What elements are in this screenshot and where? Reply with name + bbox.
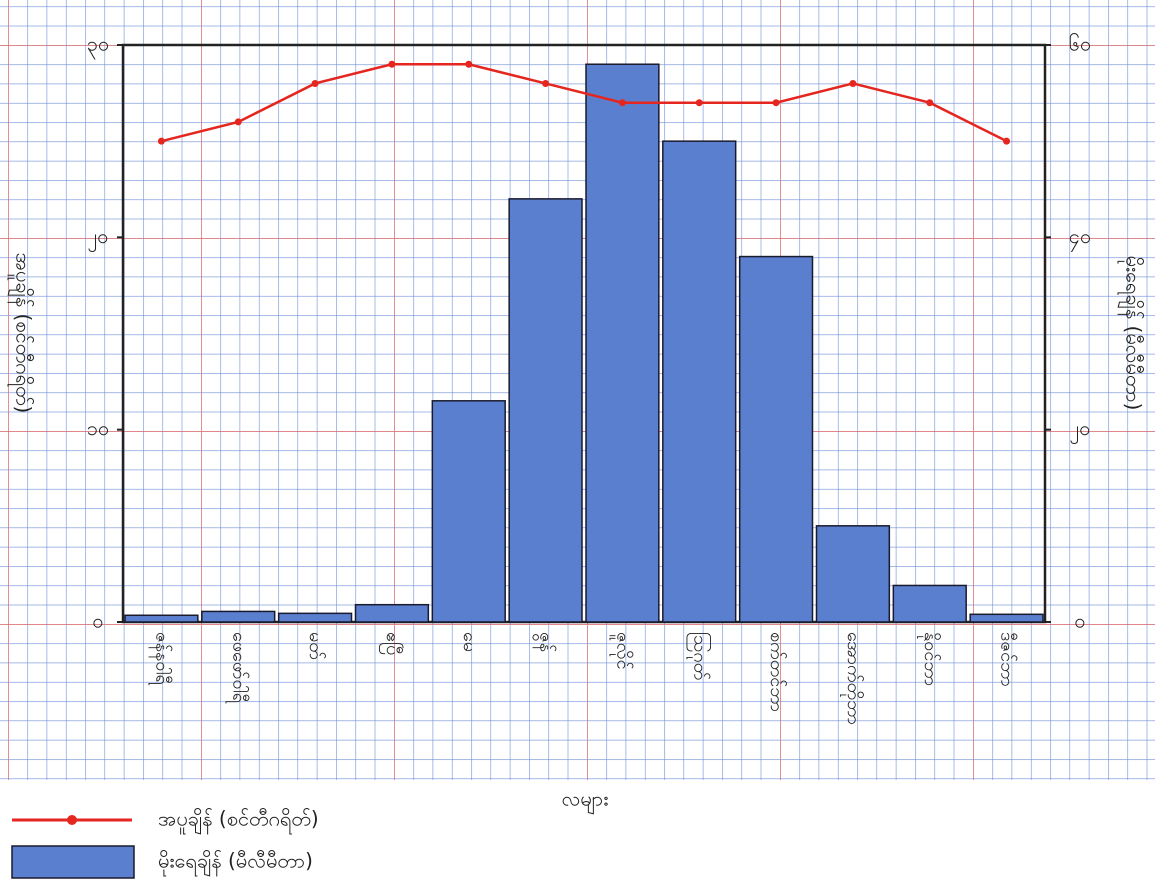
x-tick-label: အောက်တိုဘာ — [840, 632, 864, 725]
y-axis-title: အပူချိန် (စင်တီဂရိတ်) — [8, 253, 36, 414]
temperature-point — [542, 79, 550, 87]
bar — [815, 525, 891, 623]
temperature-point — [695, 99, 703, 107]
temperature-point — [465, 60, 473, 68]
bar — [201, 610, 276, 623]
bar — [124, 614, 199, 623]
bar — [662, 140, 737, 623]
bar — [277, 612, 353, 623]
y2-tick-label: ၀ — [1074, 609, 1085, 633]
x-tick-label: စက်တင်ဘာ — [766, 632, 787, 712]
x-tick-label: မတ် — [305, 632, 326, 660]
y2-tick-label: ၄၀ — [1069, 224, 1092, 252]
legend-marker — [67, 815, 77, 825]
x-tick-label: နိုဝင်ဘာ — [917, 632, 941, 686]
temperature-point — [157, 137, 165, 145]
bar — [508, 198, 583, 623]
temperature-point — [234, 118, 242, 126]
y-tick-label: ၃၀ — [87, 32, 110, 60]
bar — [738, 255, 814, 623]
plot-frame — [121, 43, 1047, 624]
legend: အပူချိန် (စင်တီဂရိတ်) မိုးရေချိန် (မီလီမီ… — [11, 807, 319, 879]
y2-axis-title: မိုးရေချိန် (မီလီမီတာ) — [1118, 256, 1146, 411]
y2-tick-label: ၂၀ — [1069, 416, 1090, 444]
x-tick-label: ဩဂုတ် — [686, 632, 711, 680]
legend-label: အပူချိန် (စင်တီဂရိတ်) — [158, 807, 319, 835]
bar — [969, 613, 1044, 623]
temperature-point — [311, 79, 319, 87]
legend-swatch — [11, 845, 135, 879]
bar — [431, 400, 506, 623]
x-axis-title: လများ — [562, 787, 609, 815]
bar — [585, 63, 660, 623]
temperature-line — [161, 62, 1008, 143]
y-tick-label: ၂၀ — [87, 224, 108, 252]
bar — [354, 603, 430, 623]
x-tick-label: ဧပြီ — [379, 632, 403, 655]
legend-label: မိုးရေချိန် (မီလီမီတာ) — [158, 849, 313, 877]
temperature-point — [772, 99, 780, 107]
temperature-point — [618, 99, 626, 107]
x-tick-label: ဇွန် — [533, 632, 557, 652]
temperature-point — [388, 60, 396, 68]
temperature-point — [849, 79, 857, 87]
temperature-point — [1003, 137, 1011, 145]
x-tick-label: ဖေဖော်ဝါရီ — [225, 632, 249, 704]
y-tick-label: ၀ — [92, 609, 103, 633]
y2-tick-label: ၆၀ — [1069, 32, 1092, 56]
x-tick-label: မေ — [459, 632, 480, 652]
y-tick-label: ၁၀ — [87, 416, 110, 440]
bar — [892, 584, 967, 623]
temperature-point — [926, 99, 934, 107]
x-tick-label: ဇန်နဝါရီ — [148, 632, 172, 686]
x-tick-label: ဒီဇင်ဘာ — [997, 632, 1018, 687]
x-tick-label: ဇူလိုင် — [609, 632, 633, 670]
